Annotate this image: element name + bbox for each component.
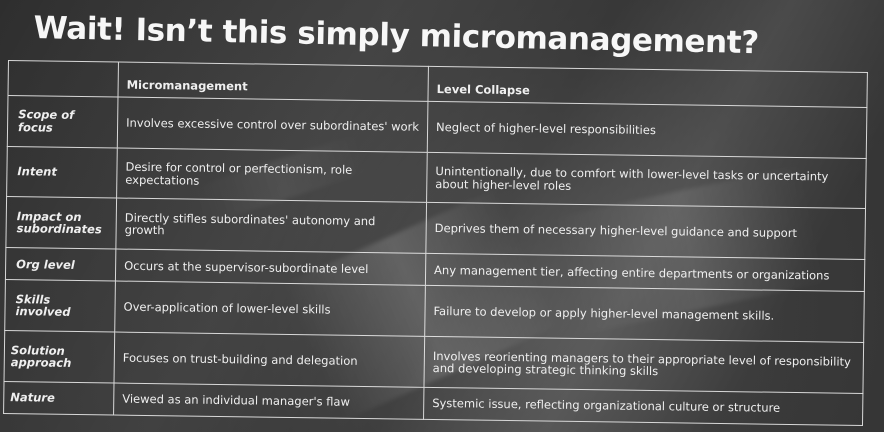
cell-micromanagement: Involves excessive control over subordin… — [117, 97, 428, 153]
cell-level-collapse: Systemic issue, reflecting organizationa… — [423, 387, 863, 426]
header-empty — [8, 60, 119, 98]
cell-micromanagement: Occurs at the supervisor-subordinate lev… — [115, 249, 426, 286]
cell-level-collapse: Unintentionally, due to comfort with low… — [426, 152, 867, 209]
cell-level-collapse: Involves reorienting managers to their a… — [423, 336, 864, 394]
row-label-nature: Nature — [3, 381, 115, 416]
row-label-solution-approach: Solution approach — [4, 330, 115, 383]
cell-micromanagement: Viewed as an individual manager's flaw — [113, 382, 424, 420]
cell-micromanagement: Focuses on trust-building and delegation — [114, 332, 425, 388]
row-label-intent: Intent — [6, 146, 118, 199]
cell-micromanagement: Over-application of lower-level skills — [114, 281, 426, 337]
cell-micromanagement: Directly stifles subordinates' autonomy … — [115, 198, 427, 254]
row-label-skills-involved: Skills involved — [4, 279, 116, 333]
comparison-table-container: Micromanagement Level Collapse Scope of … — [3, 60, 868, 426]
header-micromanagement: Micromanagement — [117, 62, 429, 102]
cell-level-collapse: Failure to develop or apply higher-level… — [424, 285, 865, 343]
slide-title: Wait! Isn’t this simply micromanagement? — [33, 10, 760, 62]
cell-micromanagement: Desire for control or perfectionism, rol… — [116, 147, 428, 203]
row-label-impact-on-subordinates: Impact on subordinates — [5, 196, 117, 250]
row-label-org-level: Org level — [5, 247, 116, 282]
row-label-scope-of-focus: Scope of focus — [7, 95, 118, 148]
cell-level-collapse: Deprives them of necessary higher-level … — [425, 202, 866, 260]
cell-level-collapse: Neglect of higher-level responsibilities — [427, 101, 867, 159]
comparison-table: Micromanagement Level Collapse Scope of … — [3, 60, 868, 426]
